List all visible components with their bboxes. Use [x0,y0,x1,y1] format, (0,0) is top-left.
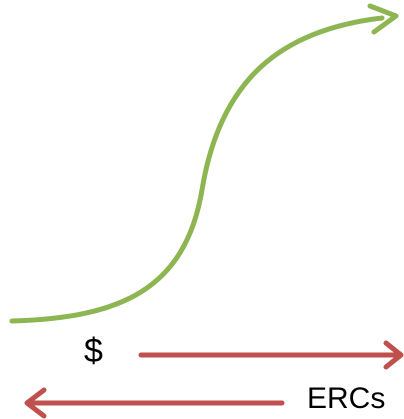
money-flow-arrow-head [383,340,404,370]
ercs-label: ERCs [307,382,386,415]
growth-s-curve-arrow [9,15,385,324]
ercs-flow-arrow-head [24,387,47,419]
money-label: $ [84,332,103,370]
growth-arrow-head [367,3,399,35]
